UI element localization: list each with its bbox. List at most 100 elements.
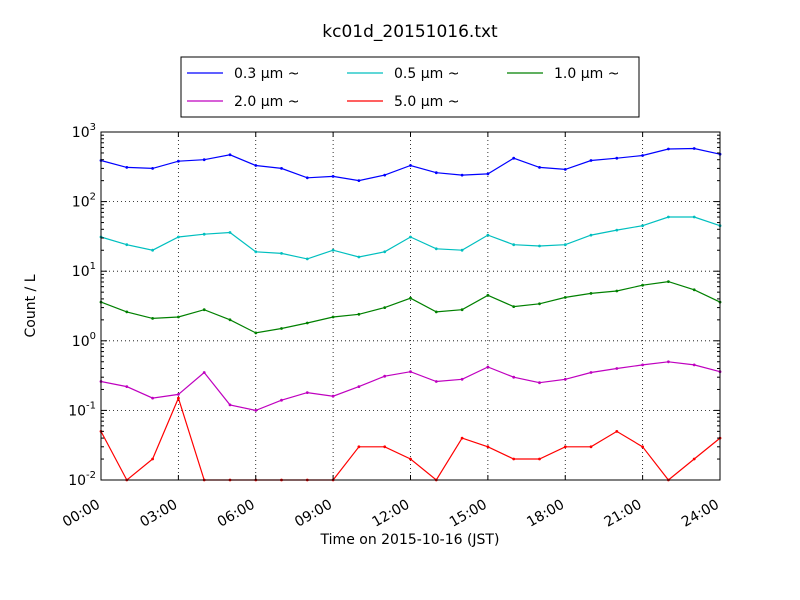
y-tick-base: 10	[68, 473, 86, 489]
y-tick-exponent: 1	[90, 261, 96, 272]
series-point	[563, 168, 567, 171]
series-point	[409, 370, 412, 374]
series-point	[589, 233, 593, 237]
series-0	[99, 147, 722, 183]
series-point	[512, 156, 516, 160]
series-point	[538, 166, 541, 169]
series-point	[589, 292, 593, 295]
legend-label: 2.0 μm ~	[234, 94, 299, 110]
series-point	[125, 166, 129, 169]
legend-item: 1.0 μm ~	[507, 66, 619, 82]
x-tick-label: 06:00	[215, 497, 258, 531]
legend-label: 5.0 μm ~	[394, 94, 459, 110]
y-tick-label: 10-1	[68, 400, 96, 419]
series-point	[228, 231, 232, 234]
series-point	[228, 153, 232, 157]
series-point	[383, 173, 387, 177]
series-point	[305, 176, 309, 180]
series-point	[563, 296, 567, 299]
y-tick-base: 10	[68, 403, 86, 419]
x-tick-label: 21:00	[602, 497, 645, 531]
series-point	[434, 310, 438, 314]
series-point	[177, 159, 180, 163]
series-point	[409, 164, 412, 167]
series-point	[280, 327, 283, 330]
series-point	[228, 318, 232, 322]
legend-box	[180, 56, 640, 118]
series-point	[692, 363, 696, 367]
series-point	[177, 393, 180, 396]
series-point	[357, 385, 361, 388]
legend-label: 0.3 μm ~	[234, 66, 299, 82]
series-line	[100, 361, 721, 412]
series-point	[434, 171, 438, 175]
legend-item: 0.5 μm ~	[347, 66, 459, 82]
series-point	[383, 250, 387, 254]
series-point	[280, 398, 283, 402]
series-point	[563, 377, 567, 381]
series-point	[280, 167, 283, 170]
series-point	[538, 381, 541, 385]
series-point	[460, 173, 464, 177]
y-tick-base: 10	[72, 195, 90, 211]
series-point	[667, 280, 670, 283]
series-point	[460, 308, 464, 312]
series-point	[125, 385, 129, 388]
series-point	[589, 371, 593, 374]
series-point	[357, 255, 361, 259]
series-point	[667, 147, 670, 151]
series-point	[667, 360, 670, 364]
legend-label: 1.0 μm ~	[554, 66, 619, 82]
y-axis-label: Count / L	[23, 274, 39, 337]
series-point	[486, 445, 490, 449]
series-layer	[99, 147, 722, 482]
series-point	[692, 147, 696, 150]
series-point	[641, 445, 644, 449]
series-point	[331, 315, 335, 319]
series-point	[692, 457, 696, 461]
series-point	[563, 445, 567, 449]
series-point	[409, 457, 412, 461]
series-point	[305, 257, 309, 261]
y-tick-label: 100	[72, 331, 96, 350]
series-point	[641, 283, 644, 287]
series-point	[357, 312, 361, 316]
series-point	[615, 367, 619, 370]
x-tick-label: 24:00	[679, 497, 722, 531]
chart-title: kc01d_20151016.txt	[322, 22, 498, 42]
series-point	[202, 371, 206, 374]
series-point	[228, 403, 232, 407]
series-point	[538, 302, 541, 306]
series-point	[177, 235, 180, 239]
series-point	[641, 154, 644, 157]
legend-item: 5.0 μm ~	[347, 94, 459, 110]
x-tick-label: 18:00	[524, 497, 567, 531]
legend-item: 2.0 μm ~	[187, 94, 299, 110]
y-tick-exponent: 3	[90, 122, 96, 133]
series-point	[615, 289, 619, 293]
series-point	[589, 445, 593, 449]
series-point	[177, 396, 180, 400]
y-tick-exponent: 0	[90, 331, 96, 342]
series-point	[563, 243, 567, 247]
y-tick-exponent: 2	[90, 192, 96, 203]
series-point	[486, 233, 490, 237]
series-point	[460, 248, 464, 252]
series-point	[151, 248, 155, 252]
series-point	[202, 308, 206, 312]
series-point	[331, 394, 335, 398]
series-point	[512, 305, 516, 308]
y-tick-label: 102	[72, 192, 96, 211]
series-point	[434, 380, 438, 383]
x-tick-label: 12:00	[370, 497, 413, 531]
series-point	[202, 232, 206, 236]
series-point	[151, 167, 155, 170]
series-point	[254, 331, 258, 335]
series-point	[460, 436, 464, 440]
series-point	[383, 445, 387, 449]
series-point	[331, 175, 335, 178]
series-point	[409, 235, 412, 239]
series-point	[177, 315, 180, 319]
